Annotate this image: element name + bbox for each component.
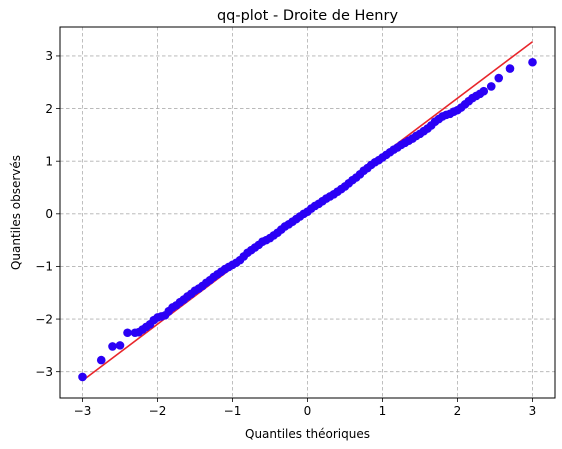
data-point <box>505 64 515 73</box>
data-point <box>115 341 125 350</box>
y-axis-label: Quantiles observés <box>9 155 23 270</box>
y-tick-label: 0 <box>45 207 53 221</box>
data-point <box>486 82 496 91</box>
y-tick-label: −3 <box>35 365 53 379</box>
x-tick-label: 1 <box>379 404 387 418</box>
x-tick-label: −1 <box>224 404 242 418</box>
y-tick-label: 3 <box>45 49 53 63</box>
data-point <box>78 372 87 382</box>
y-tick-label: −2 <box>35 312 53 326</box>
x-tick-label: 2 <box>454 404 462 418</box>
data-points <box>78 57 537 382</box>
data-point <box>108 342 117 351</box>
data-point <box>494 73 504 83</box>
data-point <box>96 355 106 365</box>
data-point <box>528 57 537 67</box>
y-tick-label: 1 <box>45 154 53 168</box>
data-point <box>479 86 489 96</box>
axis-ticks: −3 −2 −1 0 1 2 3 −3 −2 −1 0 1 2 3 <box>35 49 536 418</box>
x-tick-label: 3 <box>529 404 537 418</box>
data-point <box>123 328 132 338</box>
x-tick-label: −2 <box>149 404 167 418</box>
x-tick-label: 0 <box>304 404 312 418</box>
y-tick-label: −1 <box>35 260 53 274</box>
y-tick-label: 2 <box>45 102 53 116</box>
x-tick-label: −3 <box>74 404 92 418</box>
x-axis-label: Quantiles théoriques <box>245 427 370 441</box>
chart-title: qq-plot - Droite de Henry <box>217 8 399 24</box>
